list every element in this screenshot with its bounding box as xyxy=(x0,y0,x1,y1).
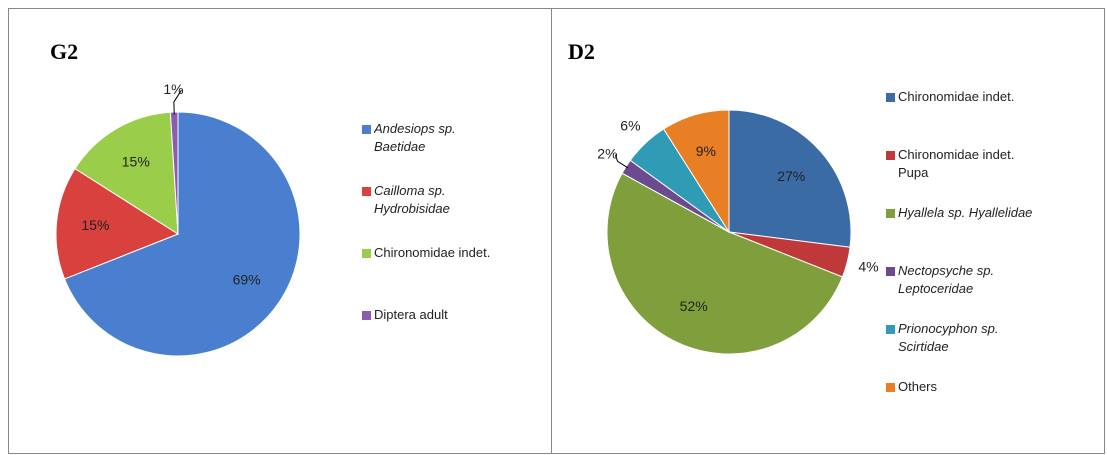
legend-label: Cailloma sp. Hydrobisidae xyxy=(374,183,450,216)
legend-label: Chironomidae indet. xyxy=(374,245,491,260)
legend-label: Chironomidae indet. xyxy=(898,89,1015,104)
legend-swatch xyxy=(886,325,895,334)
legend-swatch xyxy=(886,267,895,276)
pie-slice xyxy=(728,109,852,248)
data-label: 27% xyxy=(777,168,805,184)
pie-slice xyxy=(74,111,179,235)
legend-entry: Nectopsyche sp. Leptoceridae xyxy=(898,263,995,296)
chart-title: G2 xyxy=(50,39,78,64)
legend-label: Prionocyphon sp. Scirtidae xyxy=(898,321,999,354)
legend-swatch xyxy=(362,311,371,320)
legend-swatch xyxy=(886,383,895,392)
legend-swatch xyxy=(362,187,371,196)
data-label: 69% xyxy=(233,271,261,287)
pie-slice xyxy=(55,167,180,280)
legend-swatch xyxy=(886,151,895,160)
legend-entry: Hyallela sp. Hyallelidae xyxy=(898,205,1033,220)
legend-label: Chironomidae indet. Pupa xyxy=(898,147,1015,180)
pie-slice xyxy=(662,109,730,234)
pie-slice xyxy=(63,111,301,357)
legend-entry: Cailloma sp. Hydrobisidae xyxy=(374,183,450,216)
data-label: 4% xyxy=(858,259,878,275)
leader-line xyxy=(614,154,629,169)
legend-label: Others xyxy=(898,379,938,394)
legend-entry: Chironomidae indet. Pupa xyxy=(898,147,1015,180)
leader-line xyxy=(173,89,182,115)
data-label: 2% xyxy=(597,146,617,162)
data-label: 52% xyxy=(680,298,708,314)
data-label: 6% xyxy=(620,118,640,134)
pie-slice xyxy=(606,172,844,355)
legend-swatch xyxy=(362,125,371,134)
legend-label: Diptera adult xyxy=(374,307,448,322)
data-label: 15% xyxy=(81,217,109,233)
legend-entry: Chironomidae indet. xyxy=(898,89,1015,104)
chart-title: D2 xyxy=(568,39,595,64)
legend-entry: Others xyxy=(898,379,938,394)
legend-swatch xyxy=(886,209,895,218)
legend-label: Nectopsyche sp. Leptoceridae xyxy=(898,263,995,296)
legend-swatch xyxy=(886,93,895,102)
legend-entry: Diptera adult xyxy=(374,307,448,322)
legend-label: Andesiops sp. Baetidae xyxy=(374,121,456,154)
legend-entry: Prionocyphon sp. Scirtidae xyxy=(898,321,999,354)
legend-swatch xyxy=(362,249,371,258)
data-label: 9% xyxy=(696,143,716,159)
legend-entry: Chironomidae indet. xyxy=(374,245,491,260)
legend-entry: Andesiops sp. Baetidae xyxy=(374,121,456,154)
legend-label: Hyallela sp. Hyallelidae xyxy=(898,205,1033,220)
data-label: 15% xyxy=(122,153,150,169)
data-label: 1% xyxy=(163,81,183,97)
